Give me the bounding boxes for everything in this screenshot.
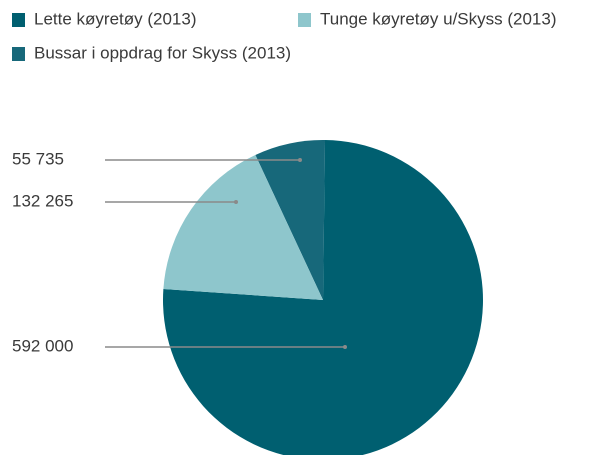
legend-swatch xyxy=(12,13,25,27)
legend-label: Tunge køyretøy u/Skyss (2013) xyxy=(320,9,557,28)
leader-dot xyxy=(343,345,347,349)
pie-slice xyxy=(163,154,323,300)
pie-slice xyxy=(163,140,483,455)
data-label: 55 735 xyxy=(12,149,64,168)
leader-dot xyxy=(234,200,238,204)
data-label: 592 000 xyxy=(12,336,73,355)
leader-dot xyxy=(298,158,302,162)
legend-label: Lette køyretøy (2013) xyxy=(34,9,197,28)
legend-swatch xyxy=(12,47,25,61)
legend-label: Bussar i oppdrag for Skyss (2013) xyxy=(34,43,291,62)
legend-swatch xyxy=(298,13,311,27)
data-label: 132 265 xyxy=(12,191,73,210)
pie-slice xyxy=(255,140,326,300)
